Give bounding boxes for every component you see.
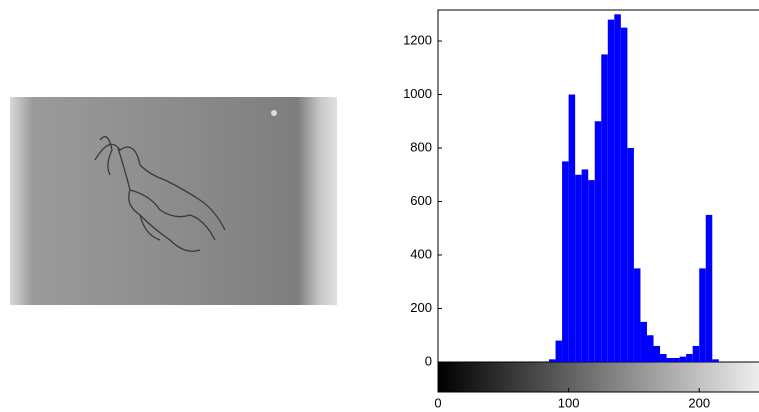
y-tick-label: 400 <box>410 246 432 261</box>
y-tick-label: 1200 <box>403 32 432 47</box>
y-tick-label: 800 <box>410 139 432 154</box>
x-tick-label: 0 <box>434 395 441 410</box>
bar <box>666 357 674 362</box>
bar <box>712 359 719 362</box>
bar <box>594 121 602 363</box>
bar <box>620 27 628 362</box>
bar <box>549 359 556 362</box>
bar <box>581 169 589 362</box>
bar <box>562 161 569 362</box>
bar <box>607 19 615 362</box>
bar <box>568 94 576 362</box>
bar <box>653 345 661 362</box>
bar <box>640 321 647 362</box>
bar <box>679 356 687 362</box>
bar <box>705 214 713 362</box>
bar <box>588 180 595 362</box>
bar <box>673 357 680 362</box>
bar <box>660 353 667 362</box>
input-image <box>10 97 337 305</box>
bar <box>627 148 634 362</box>
y-tick-label: 200 <box>410 300 432 315</box>
y-tick-label: 1000 <box>403 86 432 101</box>
bar <box>601 54 608 362</box>
x-tick-label: 200 <box>688 395 710 410</box>
bar <box>699 268 706 362</box>
bar <box>692 345 700 362</box>
bar <box>614 14 621 363</box>
bar <box>633 268 641 362</box>
x-tick-label: 100 <box>558 395 580 410</box>
y-tick-label: 600 <box>410 193 432 208</box>
bar <box>646 335 654 362</box>
bar <box>575 174 582 362</box>
bar <box>686 353 693 362</box>
y-tick-label: 0 <box>425 353 432 368</box>
colorbar <box>437 361 759 393</box>
bar <box>555 340 563 362</box>
